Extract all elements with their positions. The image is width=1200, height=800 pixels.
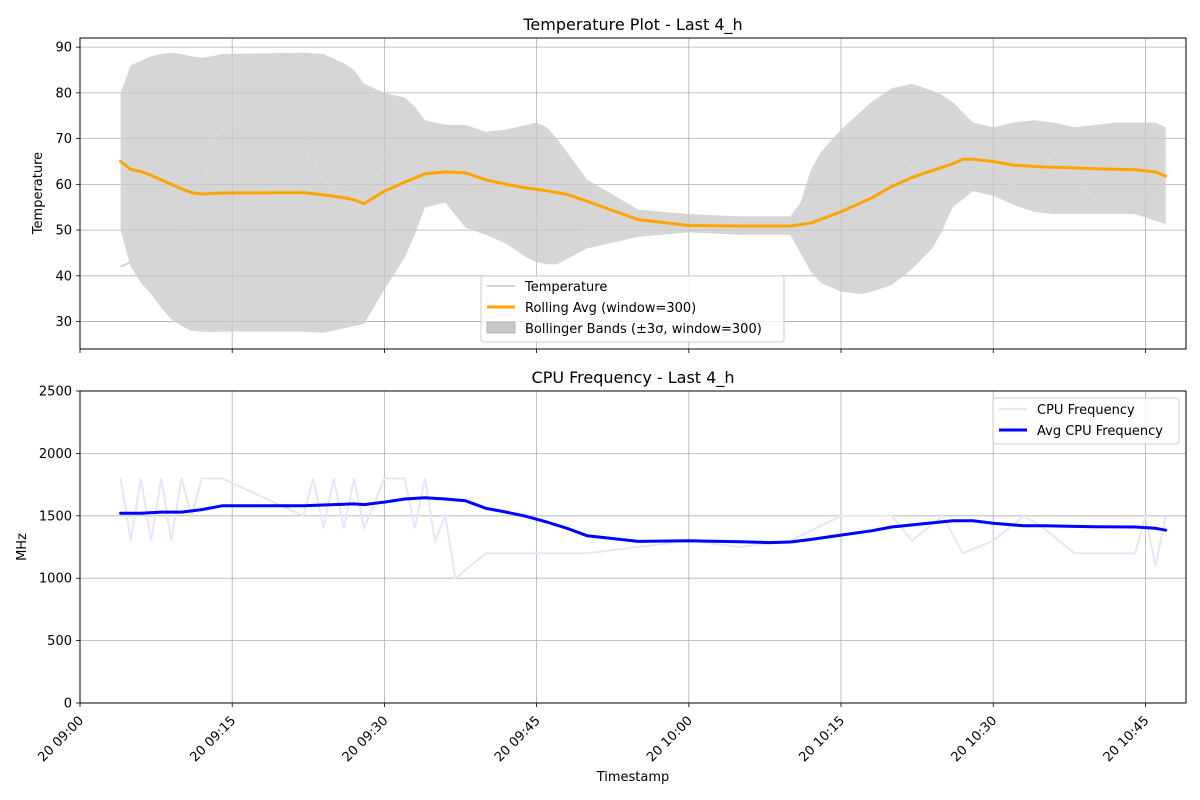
temperature-x-ticks <box>79 349 1146 353</box>
bollinger-band-area <box>120 52 1166 333</box>
temperature-axes-frame <box>79 37 1187 350</box>
x-tick-label: 20 10:45 <box>1101 713 1153 765</box>
cpu-y-tick-label: 500 <box>47 634 72 649</box>
temperature-subplot: 30 40 50 60 70 80 90 Temperature Plot - Last 4… <box>31 15 1187 353</box>
cpu-y-ticks: 0 500 1000 1500 2000 2500 <box>39 385 80 712</box>
temperature-y-tick-label: 90 <box>55 41 72 56</box>
x-tick-label: 20 10:30 <box>949 713 1001 765</box>
legend-label-avg-cpu-frequency: Avg CPU Frequency <box>1037 424 1163 439</box>
cpu-y-tick-label: 2500 <box>39 385 72 400</box>
temperature-data <box>119 52 1168 333</box>
temperature-y-tick-label: 80 <box>55 86 72 101</box>
temperature-y-label: Temperature <box>31 152 46 235</box>
legend-label-cpu-frequency: CPU Frequency <box>1037 403 1135 418</box>
cpu-y-tick-label: 2000 <box>39 447 72 462</box>
x-tick-label: 20 09:45 <box>492 713 544 765</box>
temperature-y-tick-label: 40 <box>55 269 72 284</box>
legend-swatch-bollinger-bands <box>486 321 516 334</box>
cpu-y-tick-label: 1000 <box>39 572 72 587</box>
cpu-y-tick-label: 1500 <box>39 509 72 524</box>
cpu-legend: CPU Frequency Avg CPU Frequency <box>992 397 1180 445</box>
temperature-y-tick-label: 60 <box>55 178 72 193</box>
x-tick-label: 20 09:30 <box>340 713 392 765</box>
x-axis-label: Timestamp <box>596 770 670 785</box>
cpu-title: CPU Frequency - Last 4_h <box>532 368 735 388</box>
temperature-y-tick-label: 70 <box>55 132 72 147</box>
cpu-frequency-line <box>119 477 1167 581</box>
legend-label-temperature: Temperature <box>524 280 607 295</box>
cpu-data <box>119 477 1168 581</box>
temperature-legend: Temperature Rolling Avg (window=300) Bol… <box>480 275 785 343</box>
cpu-axes-frame <box>79 390 1187 704</box>
x-tick-label: 20 10:15 <box>796 713 848 765</box>
temperature-y-ticks: 30 40 50 60 70 80 90 <box>55 41 80 330</box>
temperature-y-tick-label: 50 <box>55 224 72 239</box>
legend-label-bollinger-bands: Bollinger Bands (±3σ, window=300) <box>525 322 762 337</box>
temperature-legend-box <box>480 275 785 343</box>
cpu-y-label: MHz <box>15 533 30 561</box>
cpu-x-ticks: 20 09:00 20 09:15 20 09:30 20 09:45 20 10:00… <box>35 703 1152 765</box>
x-tick-label: 20 09:00 <box>35 713 87 765</box>
temperature-line <box>120 128 1166 268</box>
rolling-avg-line <box>119 157 1168 228</box>
avg-cpu-frequency-line <box>119 496 1168 545</box>
cpu-legend-box <box>992 397 1180 445</box>
legend-label-rolling-avg: Rolling Avg (window=300) <box>525 301 696 316</box>
temperature-title: Temperature Plot - Last 4_h <box>522 15 742 35</box>
x-tick-label: 20 09:15 <box>188 713 240 765</box>
x-tick-label: 20 10:00 <box>644 713 696 765</box>
cpu-y-tick-label: 0 <box>64 697 72 712</box>
temperature-y-tick-label: 30 <box>55 315 72 330</box>
